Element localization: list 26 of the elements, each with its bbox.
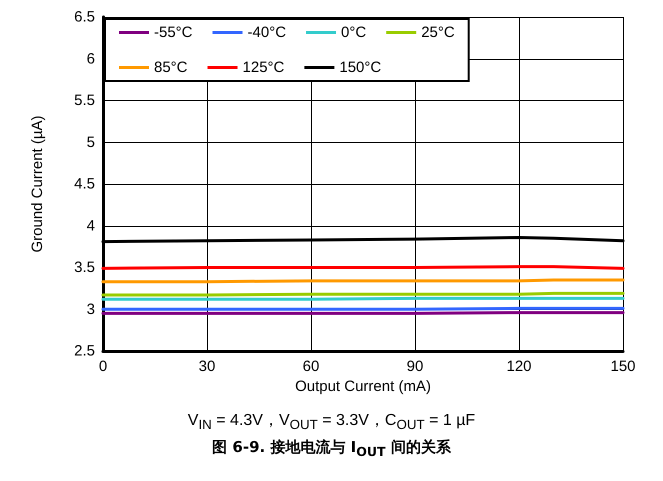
text: 图 6-9. 接地电流与 I$_{OUT}$ 间的关系 <box>211 438 452 459</box>
x-tick-label: 0 <box>98 358 108 375</box>
x-tick-label: 30 <box>198 358 216 375</box>
y-tick-label: 4.5 <box>74 176 95 192</box>
legend-label: 25°C <box>421 24 455 41</box>
legend-label: 85°C <box>154 59 188 76</box>
x-tick-label: 90 <box>406 358 424 375</box>
legend-label: 150°C <box>339 59 382 76</box>
y-tick-label: 6 <box>86 50 95 68</box>
x-tick-label: 120 <box>506 358 532 375</box>
x-tick-label: 60 <box>302 358 320 375</box>
y-tick-label: 2.5 <box>74 342 95 360</box>
legend-label: 0°C <box>341 24 366 41</box>
legend-label: 125°C <box>242 59 285 76</box>
text: V$_{IN}$ = 4.3V，V$_{OUT}$ = 3.3V，C$_{OUT}$ = 1 µF <box>186 411 476 434</box>
x-tick-label: 150 <box>610 358 636 375</box>
y-tick-label: 3.5 <box>74 259 95 276</box>
x-axis-title: Output Current (mA) <box>295 378 431 395</box>
y-tick-label: 6.5 <box>74 8 95 26</box>
legend-label: -55°C <box>154 24 193 41</box>
y-tick-label: 5 <box>86 134 95 151</box>
legend-label: -40°C <box>248 24 286 41</box>
y-tick-label: 5.5 <box>74 92 95 109</box>
y-axis-title: Ground Current (µA) <box>29 115 46 253</box>
y-tick-label: 4 <box>86 217 95 234</box>
y-tick-label: 3 <box>86 300 95 318</box>
